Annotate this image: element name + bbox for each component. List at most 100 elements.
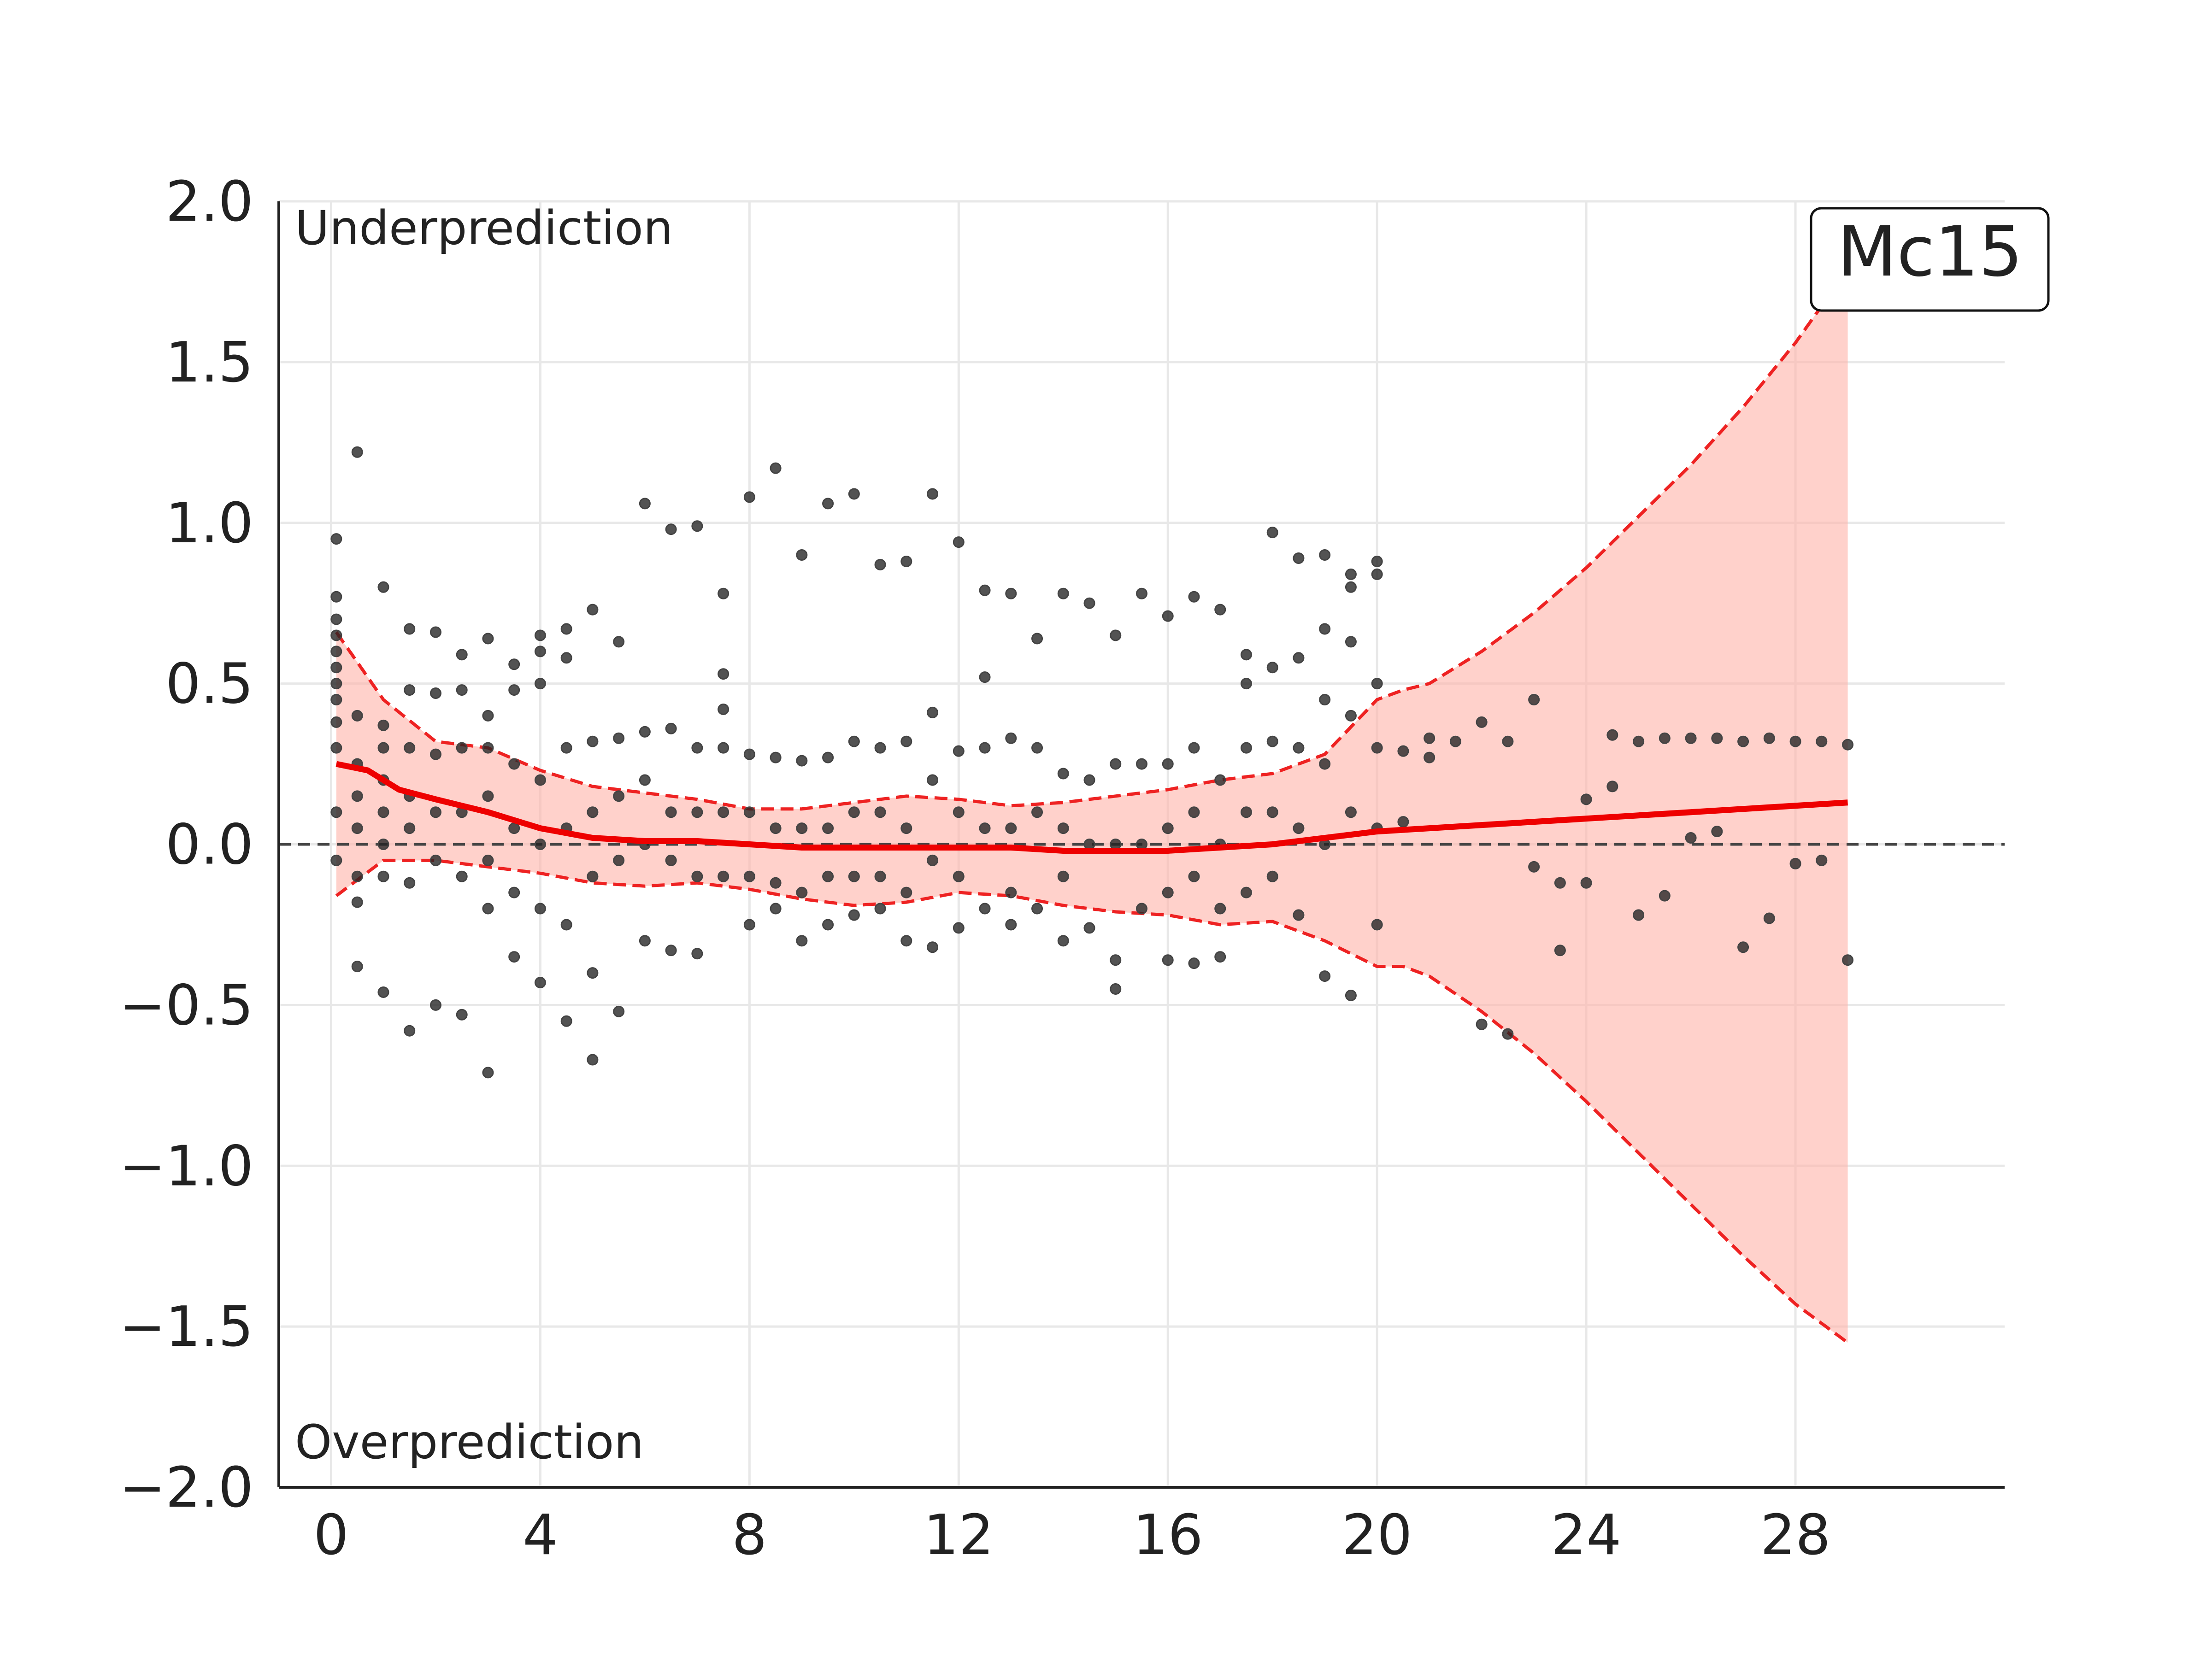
data-point <box>979 742 991 754</box>
data-point <box>377 986 389 998</box>
data-point <box>1580 793 1592 805</box>
data-point <box>1240 678 1252 690</box>
data-point <box>718 742 729 754</box>
data-point <box>1266 527 1278 539</box>
data-point <box>1214 774 1226 786</box>
data-point <box>1162 954 1174 966</box>
data-point <box>1005 822 1017 834</box>
tick-labels: 0 4 8 12 16 20 24 28 −2.0 −1.5 −1.0 −0.5 0.0 0.5 1.0 1.… <box>119 170 1831 1567</box>
data-point <box>1580 877 1592 889</box>
data-point <box>534 977 546 989</box>
data-point <box>874 903 886 915</box>
data-point <box>587 604 599 616</box>
data-point <box>482 633 494 645</box>
data-point <box>1293 909 1305 921</box>
data-point <box>1685 732 1697 744</box>
data-point <box>587 967 599 979</box>
data-point <box>1005 919 1017 931</box>
data-point <box>377 806 389 818</box>
data-point <box>639 498 651 510</box>
data-point <box>1162 886 1174 898</box>
data-point <box>1842 739 1854 751</box>
data-point <box>351 710 363 722</box>
data-point <box>1633 735 1645 747</box>
data-point <box>848 870 860 882</box>
data-point <box>1476 716 1488 728</box>
y-tick-label: −1.0 <box>119 1134 253 1198</box>
data-point <box>796 755 808 767</box>
data-point <box>1606 729 1618 741</box>
data-point <box>639 935 651 947</box>
data-point <box>587 1054 599 1066</box>
data-point <box>1319 549 1331 561</box>
data-point <box>1136 903 1147 915</box>
data-point <box>953 806 965 818</box>
y-tick-label: −1.5 <box>119 1295 253 1359</box>
underprediction-label: Underprediction <box>295 201 673 256</box>
data-point <box>508 684 520 696</box>
band-upper-line <box>335 280 1849 811</box>
model-badge-label: Mc15 <box>1837 212 2023 292</box>
band-lower-line <box>335 858 1849 1344</box>
data-point <box>1240 806 1252 818</box>
data-point <box>613 790 625 802</box>
data-point <box>770 822 782 834</box>
data-point <box>534 903 546 915</box>
data-point <box>1371 555 1383 567</box>
data-point <box>927 854 939 866</box>
data-point <box>330 716 342 728</box>
x-tick-label: 20 <box>1342 1503 1412 1567</box>
data-point <box>770 877 782 889</box>
data-point <box>1083 597 1095 609</box>
data-point <box>1005 886 1017 898</box>
data-point <box>1685 832 1697 844</box>
data-point <box>508 758 520 770</box>
data-point <box>1789 857 1801 869</box>
data-point <box>665 722 677 734</box>
data-point <box>900 935 912 947</box>
data-point <box>691 806 703 818</box>
data-point <box>1110 629 1122 641</box>
data-point <box>1345 710 1357 722</box>
data-point <box>377 742 389 754</box>
data-point <box>1659 890 1671 902</box>
data-point <box>1110 758 1122 770</box>
x-tick-label: 16 <box>1133 1503 1203 1567</box>
model-badge-box <box>1810 207 2050 312</box>
data-point <box>429 687 441 699</box>
data-point <box>953 870 965 882</box>
model-badge: Mc15 <box>1810 207 2050 312</box>
x-tick-label: 4 <box>523 1503 558 1567</box>
overprediction-label: Overprediction <box>295 1415 644 1470</box>
data-point <box>1057 935 1069 947</box>
data-point <box>613 1005 625 1017</box>
data-point <box>560 623 572 635</box>
data-point <box>1031 903 1043 915</box>
data-point <box>404 1025 416 1037</box>
data-point <box>900 822 912 834</box>
data-point <box>330 854 342 866</box>
data-point <box>508 822 520 834</box>
data-point <box>456 684 468 696</box>
data-point <box>1188 806 1200 818</box>
data-point <box>979 903 991 915</box>
data-point <box>534 774 546 786</box>
data-point <box>351 896 363 908</box>
data-point <box>1763 912 1775 924</box>
data-point <box>874 742 886 754</box>
confidence-band <box>335 280 1849 1344</box>
data-point <box>482 854 494 866</box>
data-point <box>1188 591 1200 603</box>
data-point <box>404 877 416 889</box>
x-tick-label: 8 <box>732 1503 767 1567</box>
data-point <box>770 903 782 915</box>
y-tick-label: 2.0 <box>165 170 253 234</box>
data-point <box>330 806 342 818</box>
data-point <box>613 732 625 744</box>
data-point <box>927 941 939 953</box>
data-point <box>718 668 729 680</box>
x-tick-label: 12 <box>924 1503 994 1567</box>
data-point <box>770 751 782 763</box>
data-point <box>822 919 834 931</box>
